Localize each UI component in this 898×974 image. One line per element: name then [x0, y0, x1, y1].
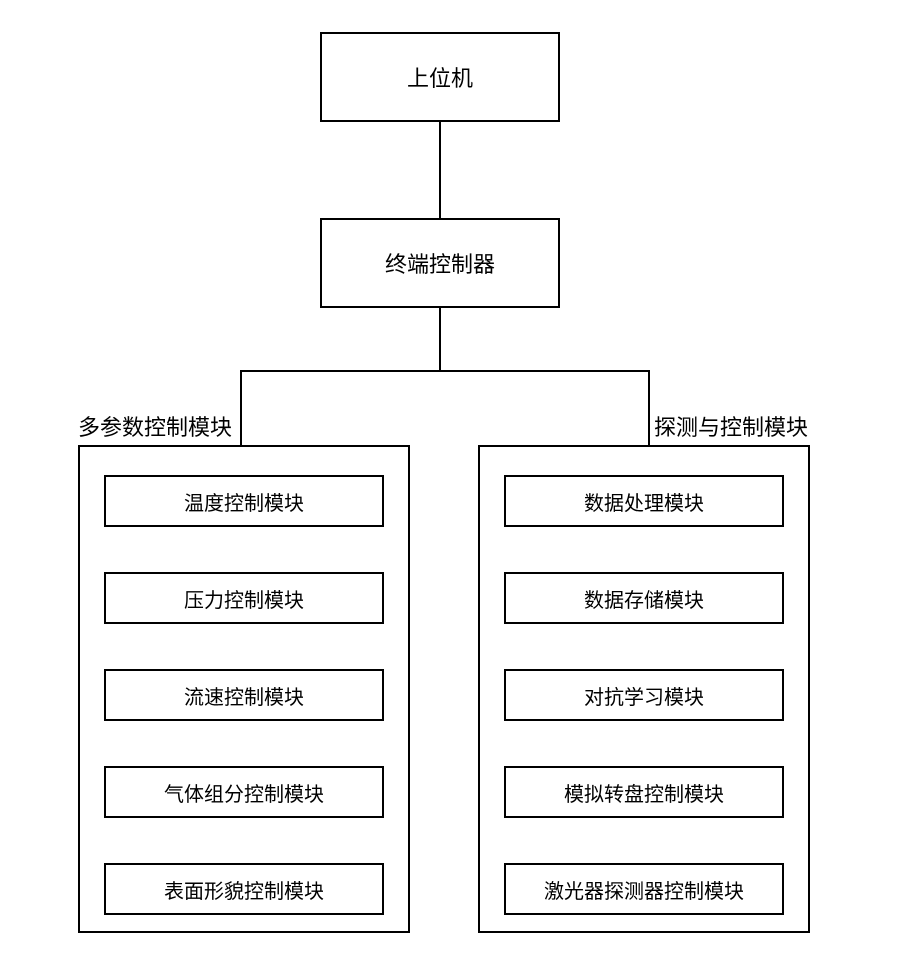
right-panel-module: 激光器探测器控制模块 [504, 863, 784, 915]
left-panel-module: 压力控制模块 [104, 572, 384, 624]
right-panel-module: 数据处理模块 [504, 475, 784, 527]
root-node: 上位机 [320, 32, 560, 122]
left-panel-module: 表面形貌控制模块 [104, 863, 384, 915]
left-panel-title: 多参数控制模块 [78, 410, 232, 442]
right-panel-module: 数据存储模块 [504, 572, 784, 624]
connector [439, 308, 441, 370]
connector [648, 370, 650, 445]
right-panel-title: 探测与控制模块 [654, 410, 808, 442]
left-panel-module: 流速控制模块 [104, 669, 384, 721]
connector [240, 370, 242, 445]
left-panel-module: 气体组分控制模块 [104, 766, 384, 818]
left-panel-module: 温度控制模块 [104, 475, 384, 527]
right-panel-module: 模拟转盘控制模块 [504, 766, 784, 818]
connector [439, 122, 441, 218]
connector [240, 370, 650, 372]
diagram-canvas: 上位机终端控制器多参数控制模块温度控制模块压力控制模块流速控制模块气体组分控制模… [0, 0, 898, 974]
right-panel-module: 对抗学习模块 [504, 669, 784, 721]
mid-node: 终端控制器 [320, 218, 560, 308]
